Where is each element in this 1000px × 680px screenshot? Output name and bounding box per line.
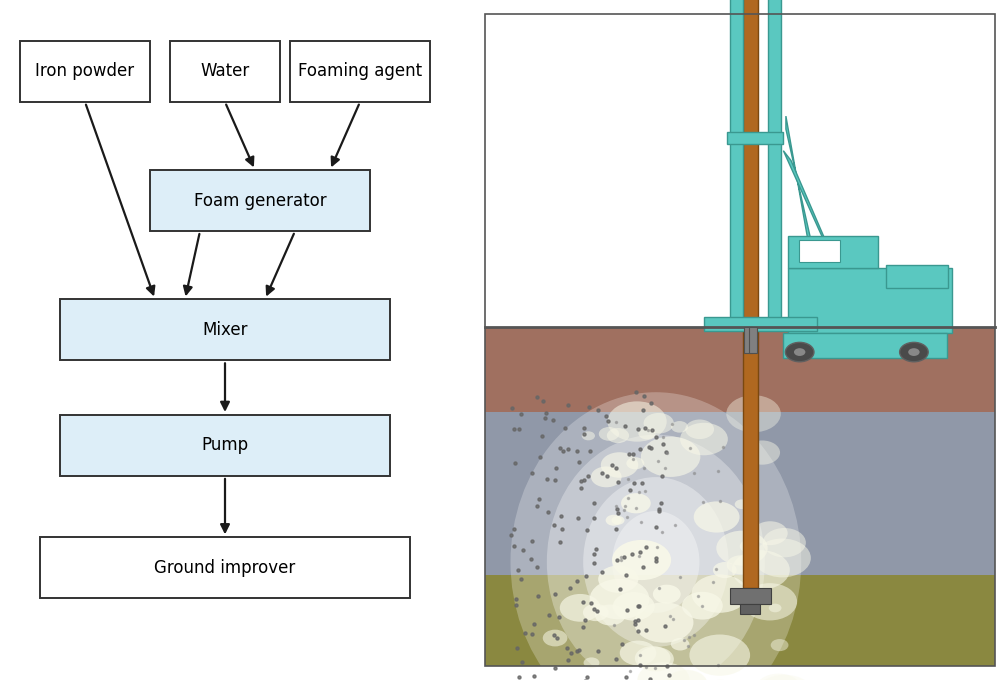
Circle shape bbox=[671, 421, 688, 432]
Circle shape bbox=[612, 516, 625, 525]
Bar bbox=[783, 333, 947, 358]
Circle shape bbox=[591, 466, 622, 488]
Bar bbox=[799, 241, 840, 262]
Circle shape bbox=[644, 413, 674, 434]
Circle shape bbox=[607, 401, 667, 441]
Circle shape bbox=[685, 420, 714, 439]
Circle shape bbox=[763, 528, 806, 558]
Polygon shape bbox=[786, 116, 816, 265]
Circle shape bbox=[755, 674, 802, 680]
Ellipse shape bbox=[510, 392, 801, 680]
Circle shape bbox=[626, 457, 644, 469]
Circle shape bbox=[713, 562, 737, 578]
Circle shape bbox=[638, 647, 674, 671]
Circle shape bbox=[785, 342, 814, 362]
Circle shape bbox=[742, 583, 797, 620]
Circle shape bbox=[595, 605, 626, 626]
Circle shape bbox=[582, 431, 595, 441]
Text: Water: Water bbox=[200, 63, 250, 80]
Ellipse shape bbox=[583, 477, 729, 647]
Polygon shape bbox=[783, 151, 832, 255]
Text: Pump: Pump bbox=[201, 437, 249, 454]
Bar bbox=[485, 14, 995, 666]
Circle shape bbox=[606, 515, 622, 526]
Circle shape bbox=[680, 423, 728, 456]
Bar bbox=[485, 14, 995, 666]
Circle shape bbox=[599, 427, 619, 441]
Circle shape bbox=[607, 428, 629, 443]
Bar bbox=[730, 0, 743, 327]
FancyBboxPatch shape bbox=[170, 41, 280, 102]
Circle shape bbox=[590, 579, 649, 619]
Bar bbox=[730, 588, 771, 605]
Bar bbox=[744, 327, 752, 353]
Circle shape bbox=[653, 585, 681, 604]
Circle shape bbox=[613, 592, 655, 621]
Circle shape bbox=[671, 638, 689, 651]
Bar bbox=[768, 0, 781, 327]
Bar bbox=[727, 133, 783, 144]
FancyBboxPatch shape bbox=[60, 299, 390, 360]
Circle shape bbox=[598, 566, 638, 593]
FancyBboxPatch shape bbox=[60, 415, 390, 476]
Circle shape bbox=[612, 540, 671, 580]
Circle shape bbox=[908, 348, 920, 356]
Circle shape bbox=[771, 639, 788, 651]
Circle shape bbox=[638, 428, 656, 439]
Bar bbox=[704, 317, 816, 331]
Text: Iron powder: Iron powder bbox=[35, 63, 135, 80]
Text: Mixer: Mixer bbox=[202, 321, 248, 339]
FancyBboxPatch shape bbox=[290, 41, 430, 102]
Bar bbox=[485, 14, 995, 327]
Circle shape bbox=[560, 594, 601, 622]
Circle shape bbox=[726, 395, 781, 432]
Circle shape bbox=[543, 630, 567, 647]
Circle shape bbox=[753, 522, 788, 545]
Circle shape bbox=[620, 641, 656, 665]
Bar bbox=[740, 605, 760, 614]
FancyBboxPatch shape bbox=[150, 170, 370, 231]
Bar bbox=[788, 235, 878, 268]
Ellipse shape bbox=[612, 511, 699, 613]
Circle shape bbox=[584, 658, 599, 668]
Ellipse shape bbox=[547, 435, 765, 680]
Circle shape bbox=[635, 646, 671, 670]
Circle shape bbox=[769, 604, 781, 612]
Text: Foaming agent: Foaming agent bbox=[298, 63, 422, 80]
FancyBboxPatch shape bbox=[20, 41, 150, 102]
Text: Ground improver: Ground improver bbox=[154, 559, 296, 577]
Bar bbox=[485, 412, 995, 575]
Bar bbox=[485, 327, 995, 412]
Circle shape bbox=[692, 575, 748, 613]
Circle shape bbox=[641, 437, 700, 477]
Circle shape bbox=[794, 348, 805, 356]
Circle shape bbox=[740, 540, 759, 553]
Circle shape bbox=[694, 501, 740, 532]
Circle shape bbox=[689, 634, 750, 676]
Circle shape bbox=[727, 556, 755, 575]
Circle shape bbox=[744, 441, 780, 464]
Circle shape bbox=[666, 670, 708, 680]
Bar bbox=[485, 575, 995, 666]
Bar bbox=[886, 265, 948, 288]
Text: Foam generator: Foam generator bbox=[194, 192, 326, 209]
Circle shape bbox=[637, 662, 690, 680]
Circle shape bbox=[634, 602, 693, 643]
Circle shape bbox=[755, 675, 815, 680]
Circle shape bbox=[621, 493, 651, 513]
Bar bbox=[743, 0, 758, 588]
Bar bbox=[749, 327, 757, 353]
Circle shape bbox=[900, 342, 928, 362]
Circle shape bbox=[735, 499, 749, 509]
FancyBboxPatch shape bbox=[40, 537, 410, 598]
Circle shape bbox=[732, 550, 790, 590]
Circle shape bbox=[754, 539, 811, 577]
Circle shape bbox=[716, 530, 768, 566]
Circle shape bbox=[682, 592, 723, 619]
Circle shape bbox=[601, 452, 638, 478]
Bar bbox=[788, 268, 952, 333]
Circle shape bbox=[583, 604, 609, 621]
